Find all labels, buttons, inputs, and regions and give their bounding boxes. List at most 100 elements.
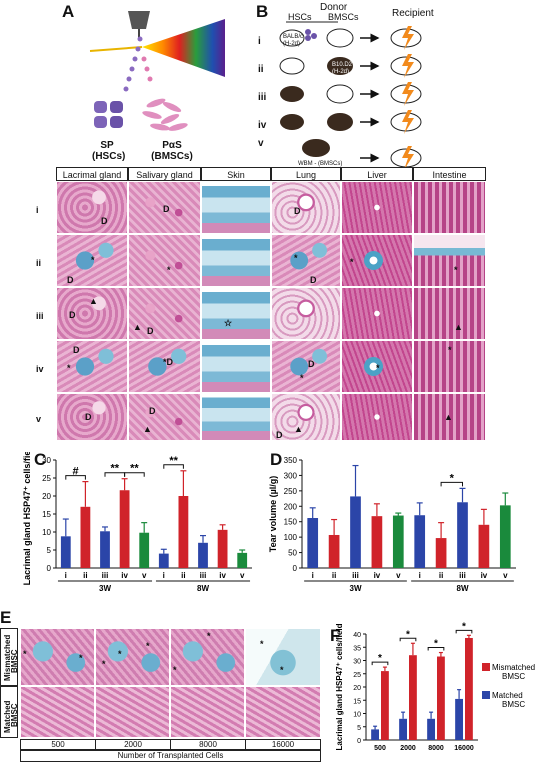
x-tick-label: v <box>503 571 508 580</box>
y-tick-label: 0 <box>357 738 361 745</box>
col-liver: Liver <box>341 167 413 181</box>
histo-tile: D ▲ <box>271 393 341 441</box>
x-tick-label: ii <box>181 571 185 580</box>
group-label: 3W <box>350 584 362 593</box>
x-tick-label: ii <box>439 571 443 580</box>
bar <box>381 671 389 740</box>
hsc-cells-icon <box>94 101 123 128</box>
group-label: 3W <box>99 584 111 593</box>
histo-tile: ▲ D <box>128 287 201 340</box>
panel-label-c: C <box>34 450 47 469</box>
significance-bracket <box>427 647 445 651</box>
bar <box>457 502 468 568</box>
histo-tile <box>201 393 271 441</box>
x-tick-label: i <box>312 571 314 580</box>
bar <box>350 496 361 568</box>
row-iii-bmsc-mouse-icon <box>326 84 354 104</box>
panel-label-e: E <box>0 608 12 627</box>
b10d2-label: B10.D2 <box>332 62 353 68</box>
legend-label: Matched <box>492 691 523 700</box>
sp-sub-label: (HSCs) <box>92 151 126 162</box>
histo-tile <box>201 340 271 393</box>
x-tick-label: v <box>240 571 245 580</box>
bar <box>328 534 340 568</box>
histo-tile: D <box>271 181 341 234</box>
y-tick-label: 250 <box>284 487 298 496</box>
significance-bracket <box>163 464 184 469</box>
y-tick-label: 0 <box>47 564 52 573</box>
x-tick-label: ii <box>332 571 336 580</box>
y-tick-label: 30 <box>353 659 361 666</box>
balbc-label: BALB/c <box>283 34 304 40</box>
scheme-row-v: v <box>258 138 264 149</box>
row-i-donor-icon <box>279 28 354 48</box>
bar <box>80 506 91 568</box>
histo-tile: ☆ <box>201 287 271 340</box>
e-count-8000: 8000 <box>171 740 246 749</box>
significance-bracket <box>124 472 145 477</box>
y-tick-label: 0 <box>293 564 298 573</box>
bar <box>392 515 404 568</box>
e-row2-label-box: Matched BMSC <box>0 686 19 738</box>
y-tick-label: 5 <box>357 725 361 732</box>
bar <box>465 637 473 740</box>
balbc-haplotype: (H-2d) <box>283 41 301 47</box>
histo-row-iii: iii <box>36 311 44 321</box>
histo-tile: D <box>56 181 128 234</box>
histo-tile: ▲ <box>413 393 486 441</box>
e-tile: * * <box>20 628 95 686</box>
y-tick-label: 300 <box>284 471 298 480</box>
x-tick-label: v <box>396 571 401 580</box>
wbm-label: WBM - (BMSCs) <box>298 161 343 167</box>
histo-tile: * <box>341 234 413 287</box>
laser-spectrum-icon <box>142 19 225 77</box>
histo-tile <box>201 234 271 287</box>
significance-bracket <box>455 629 473 634</box>
col-skin: Skin <box>201 167 271 181</box>
row-ii-bmsc-mouse-icon <box>327 57 353 75</box>
bmsc-cells-icon <box>142 98 188 131</box>
histo-tile: *D <box>56 340 128 393</box>
e-tile: * * * <box>95 628 170 686</box>
histo-row-iv: iv <box>36 364 44 374</box>
significance-label: * <box>434 639 438 650</box>
histo-tile: *D <box>56 234 128 287</box>
histo-row-i: i <box>36 205 39 215</box>
row-ii-hsc-mouse-icon <box>279 57 305 75</box>
panel-label-b: B <box>256 2 269 21</box>
histo-tile <box>341 393 413 441</box>
bar <box>237 552 248 568</box>
significance-label: * <box>462 621 466 632</box>
bar <box>100 531 110 568</box>
histo-tile <box>201 181 271 234</box>
bar <box>217 529 228 568</box>
bar <box>371 729 379 740</box>
donor-label: Donor <box>320 2 348 13</box>
pas-sub-label: (BMSCs) <box>151 151 193 162</box>
e-count-2000: 2000 <box>96 740 171 749</box>
scheme-row-ii: ii <box>258 64 264 75</box>
bar <box>119 490 130 568</box>
chart-d: 0 50 100 150 200 250 300 350 Tear volume (µl/g) i… <box>268 456 516 593</box>
recipient-mouse-icons <box>390 28 422 168</box>
significance-label: * <box>450 472 455 484</box>
histo-tile: * <box>413 340 486 393</box>
e-tile <box>245 686 321 738</box>
x-tick-label: iii <box>459 571 466 580</box>
y-tick-label: 350 <box>284 456 298 465</box>
col-lacrimal: Lacrimal gland <box>56 167 128 181</box>
chart-f: 0 5 10 15 20 25 30 35 40 Lacrimal gland HSP47⁺ ce… <box>335 621 535 752</box>
histo-tile <box>271 287 341 340</box>
x-tick-label: i <box>163 571 165 580</box>
significance-label: * <box>406 629 410 640</box>
histo-tile: ▲ <box>413 287 486 340</box>
x-tick-label: ii <box>83 571 87 580</box>
x-tick-label: iii <box>352 571 359 580</box>
legend-label: BMSC <box>502 672 525 681</box>
y-tick-label: 20 <box>353 685 361 692</box>
y-tick-label: 35 <box>353 645 361 652</box>
panel-label-a: A <box>62 2 75 21</box>
y-axis-label: Lacrimal gland HSP47⁺ cells/field <box>22 452 32 585</box>
legend-swatch <box>482 691 490 699</box>
significance-label: * <box>378 653 382 664</box>
